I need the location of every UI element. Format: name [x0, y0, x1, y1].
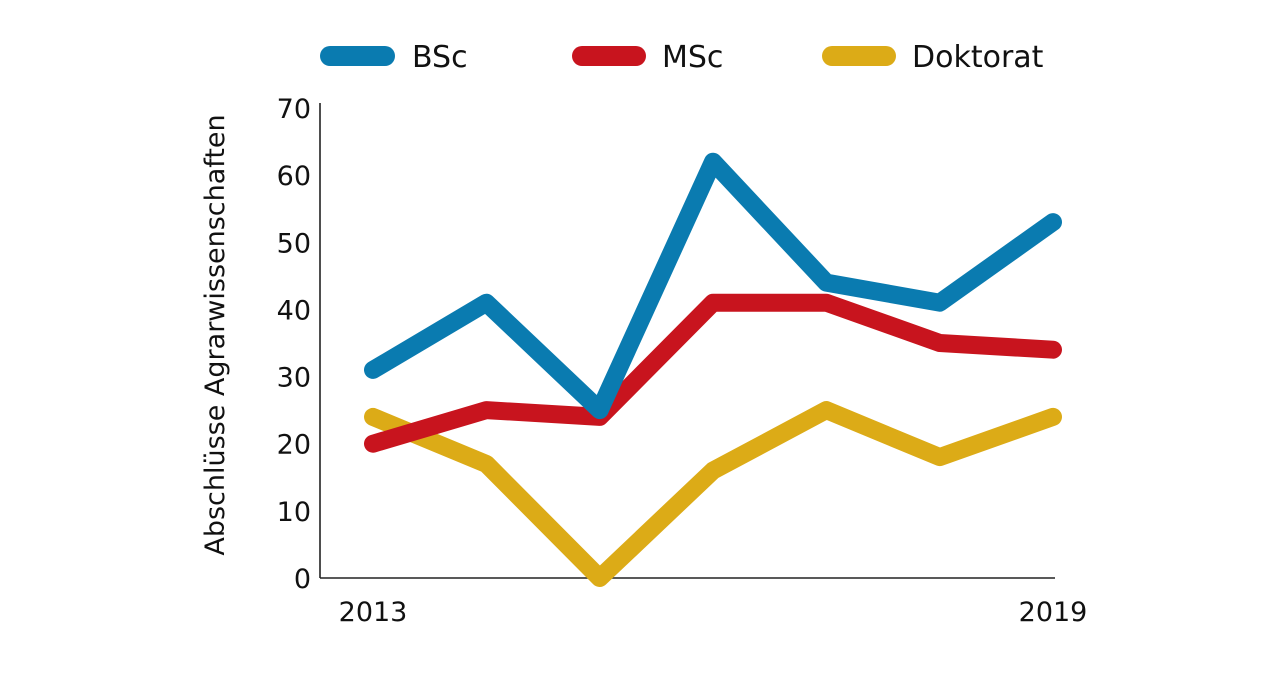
- x-ticks: 2013 2019: [339, 597, 1088, 628]
- y-tick-label: 10: [277, 497, 311, 528]
- legend-label: BSc: [412, 40, 468, 75]
- series-line-bsc: [364, 152, 1062, 420]
- legend-label: MSc: [662, 40, 723, 75]
- y-tick-label: 0: [294, 564, 311, 595]
- y-tick-label: 50: [277, 228, 311, 259]
- y-tick-label: 70: [277, 94, 311, 125]
- y-tick-label: 40: [277, 295, 311, 326]
- y-tick-label: 60: [277, 161, 311, 192]
- x-tick-label: 2019: [1019, 597, 1088, 628]
- legend: BSc MSc Doktorat: [320, 40, 1044, 75]
- y-tick-label: 20: [277, 430, 311, 461]
- y-ticks: 0 10 20 30 40 50 60 70: [277, 94, 311, 595]
- axes: Abschlüsse Agrarwissenschaften: [200, 103, 1055, 579]
- y-axis-title: Abschlüsse Agrarwissenschaften: [200, 114, 231, 555]
- legend-item-doktorat: Doktorat: [822, 40, 1044, 75]
- x-tick-label: 2013: [339, 597, 408, 628]
- y-tick-label: 30: [277, 363, 311, 394]
- legend-label: Doktorat: [912, 40, 1044, 75]
- legend-item-bsc: BSc: [320, 40, 468, 75]
- series-line-doktorat: [364, 401, 1062, 587]
- legend-item-msc: MSc: [572, 40, 723, 75]
- series-line-msc: [364, 293, 1062, 453]
- series-lines: [364, 152, 1062, 587]
